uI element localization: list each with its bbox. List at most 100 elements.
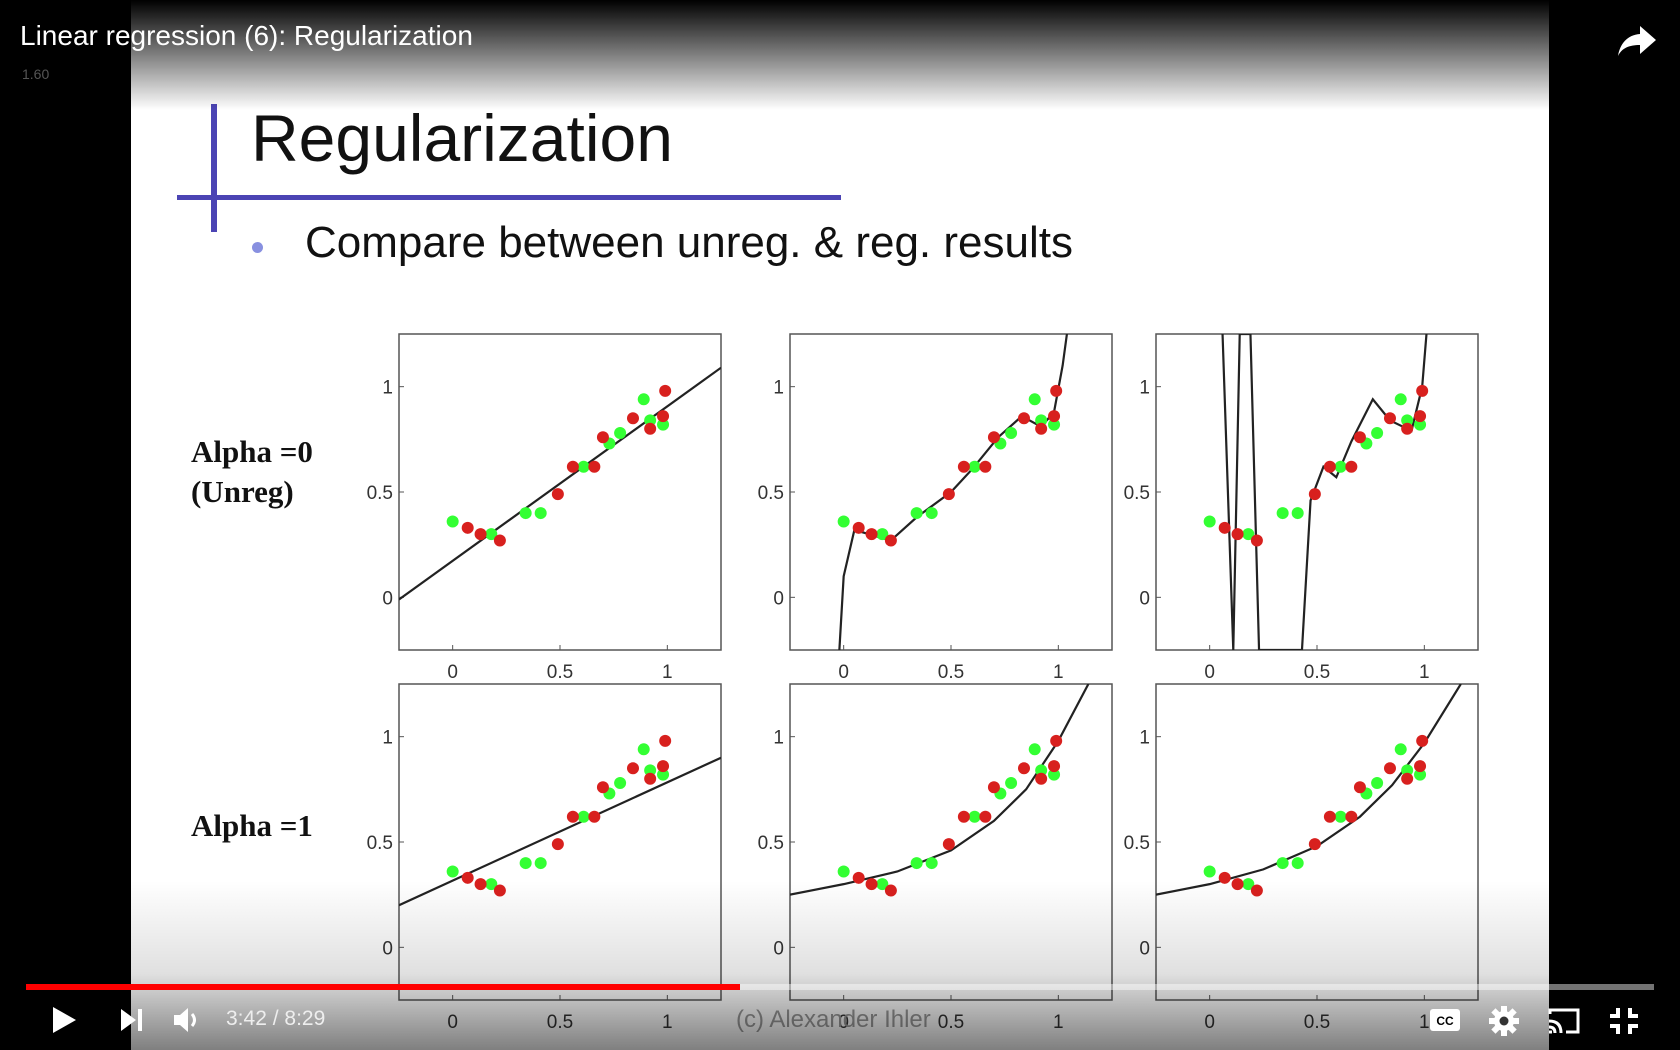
red-data-point [626, 412, 639, 425]
y-tick-label: 0.5 [1124, 483, 1150, 504]
green-data-point [1401, 764, 1414, 777]
red-data-point [474, 528, 487, 541]
green-data-point [614, 427, 627, 440]
x-tick-label: 0 [1204, 1012, 1215, 1033]
red-data-point [957, 810, 970, 823]
chart-2: 0 0.5 1 0 0.5 1 [758, 333, 1113, 683]
y-tick-label: 0.5 [758, 483, 784, 504]
watermark: (c) Alexander Ihler [736, 1006, 931, 1033]
green-data-point [637, 743, 650, 756]
red-data-point [659, 384, 672, 397]
chart-1: 0 0.5 1 0 0.5 1 [367, 333, 722, 683]
red-data-point [596, 431, 609, 444]
red-data-point [852, 521, 865, 534]
y-tick-label: 0 [1139, 938, 1150, 959]
red-data-point [1401, 422, 1414, 435]
cast-button[interactable] [1546, 1006, 1582, 1041]
green-data-point [1334, 810, 1347, 823]
green-data-point [1394, 393, 1407, 406]
red-data-point [1414, 760, 1427, 773]
share-button[interactable] [1616, 22, 1660, 60]
green-data-point [1414, 418, 1427, 431]
y-tick-label: 0.5 [367, 483, 393, 504]
bullet-icon [252, 242, 263, 253]
x-tick-label: 1 [1419, 662, 1430, 683]
y-tick-label: 0 [773, 938, 784, 959]
y-tick-label: 0 [773, 588, 784, 609]
red-data-point [1416, 384, 1429, 397]
progress-bar[interactable] [26, 984, 1654, 990]
time-display: 3:42 / 8:29 [226, 1007, 325, 1031]
green-data-point [446, 515, 459, 528]
title-accent-bar [211, 104, 217, 232]
settings-button[interactable] [1488, 1005, 1520, 1042]
red-data-point [659, 734, 672, 747]
green-data-point [1035, 764, 1048, 777]
red-data-point [566, 460, 579, 473]
red-data-point [1345, 810, 1358, 823]
green-data-point [1035, 414, 1048, 427]
red-data-point [657, 760, 670, 773]
row-label-alpha-0-line1: Alpha =0 [191, 434, 313, 469]
captions-button[interactable]: CC [1429, 1006, 1461, 1039]
y-tick-label: 1 [382, 728, 393, 749]
y-tick-label: 1 [1139, 378, 1150, 399]
red-data-point [626, 762, 639, 775]
red-data-point [1353, 781, 1366, 794]
x-tick-label: 0.5 [1304, 1012, 1330, 1033]
y-tick-label: 0 [382, 588, 393, 609]
x-tick-label: 0.5 [938, 662, 964, 683]
red-data-point [551, 488, 564, 501]
row-label-alpha-0: Alpha =0 (Unreg) [191, 432, 313, 512]
chart-3: 0 0.5 1 0 0.5 1 [1124, 333, 1479, 683]
red-data-point [1250, 534, 1263, 547]
row-label-alpha-0-line2: (Unreg) [191, 474, 294, 509]
y-tick-label: 0 [382, 938, 393, 959]
share-arrow-icon [1618, 26, 1656, 56]
red-data-point [1416, 734, 1429, 747]
bullet-text: Compare between unreg. & reg. results [305, 218, 1073, 267]
red-data-point [461, 521, 474, 534]
video-title[interactable]: Linear regression (6): Regularization [20, 20, 473, 51]
red-data-point [1048, 760, 1061, 773]
next-button[interactable] [118, 1006, 146, 1039]
x-tick-label: 0 [838, 662, 849, 683]
green-data-point [485, 528, 498, 541]
x-tick-label: 1 [1053, 1012, 1064, 1033]
red-data-point [551, 838, 564, 851]
red-data-point [1048, 410, 1061, 423]
red-data-point [1401, 772, 1414, 785]
x-tick-label: 0.5 [1304, 662, 1330, 683]
red-data-point [1414, 410, 1427, 423]
y-tick-label: 1 [382, 378, 393, 399]
x-tick-label: 0 [1204, 662, 1215, 683]
chart-6: 0 0.5 100.51 [1124, 683, 1479, 1033]
green-data-point [1005, 777, 1018, 790]
svg-text:CC: CC [1436, 1014, 1454, 1028]
red-data-point [1308, 488, 1321, 501]
green-data-point [968, 460, 981, 473]
green-data-point [1401, 414, 1414, 427]
y-tick-label: 1 [1139, 728, 1150, 749]
y-tick-label: 1 [773, 378, 784, 399]
red-data-point [1323, 460, 1336, 473]
exit-fullscreen-button[interactable] [1608, 1006, 1640, 1041]
x-tick-label: 0 [447, 662, 458, 683]
x-tick-label: 1 [662, 662, 673, 683]
y-tick-label: 0.5 [367, 833, 393, 854]
volume-button[interactable] [172, 1005, 204, 1040]
red-data-point [1323, 810, 1336, 823]
green-data-point [577, 460, 590, 473]
play-button[interactable] [50, 1005, 78, 1040]
red-data-point [1017, 412, 1030, 425]
red-data-point [474, 878, 487, 891]
plots-grid: 0 0.5 1 0 0.5 1 0 0.5 1 0 0.5 1 0 0.5 1 0 0.5 1 0 0.5 1 0 0.5 1… [367, 333, 1479, 1033]
chart-5: 0 0.5 100.51 [758, 683, 1113, 1033]
green-data-point [1048, 418, 1061, 431]
green-data-point [925, 857, 938, 870]
red-data-point [596, 781, 609, 794]
green-data-point [446, 865, 459, 878]
red-data-point [1017, 762, 1030, 775]
red-data-point [884, 884, 897, 897]
x-tick-label: 1 [662, 1012, 673, 1033]
